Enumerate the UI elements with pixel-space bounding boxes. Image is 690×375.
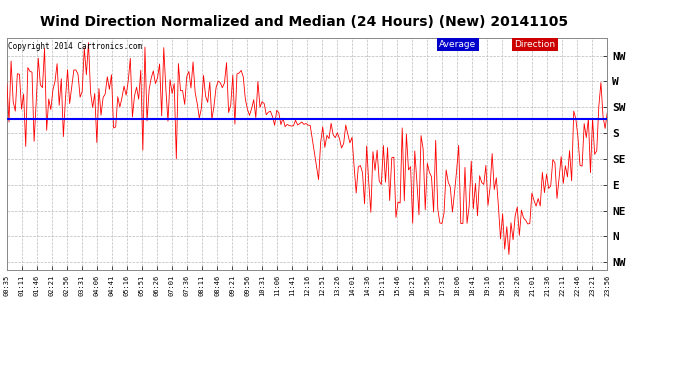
Text: Average: Average — [439, 40, 476, 49]
Text: Wind Direction Normalized and Median (24 Hours) (New) 20141105: Wind Direction Normalized and Median (24… — [39, 15, 568, 29]
Text: Direction: Direction — [514, 40, 555, 49]
Text: Copyright 2014 Cartronics.com: Copyright 2014 Cartronics.com — [8, 42, 142, 51]
